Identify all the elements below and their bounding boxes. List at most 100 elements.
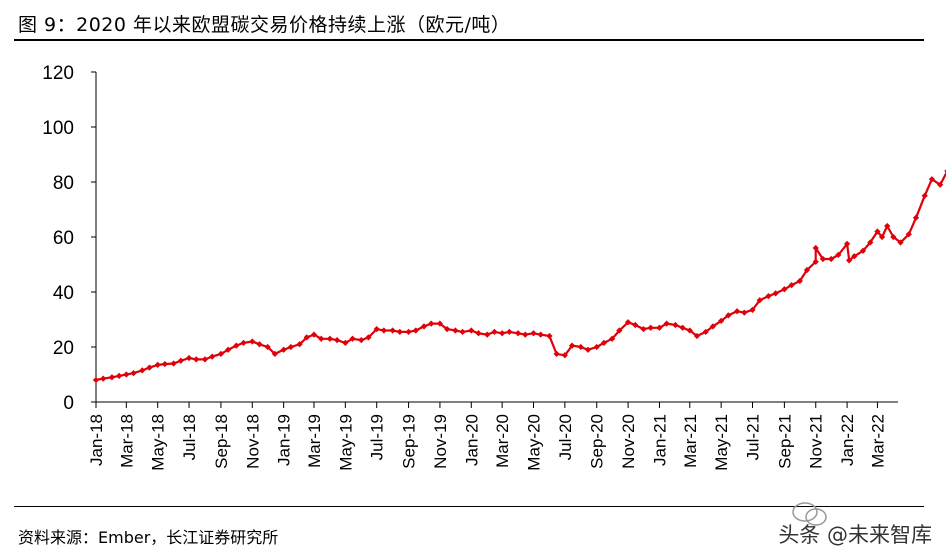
data-point [577, 343, 584, 351]
data-point [647, 324, 654, 331]
data-point [100, 375, 107, 382]
y-tick-label: 20 [53, 338, 74, 359]
data-point [484, 331, 491, 338]
data-point [741, 309, 748, 316]
data-point [428, 320, 435, 327]
top-rule [14, 39, 924, 41]
data-point [177, 357, 184, 364]
data-point [271, 350, 279, 357]
data-point [249, 338, 256, 345]
data-point [537, 331, 544, 338]
data-point [123, 371, 130, 378]
data-point [672, 321, 679, 329]
data-point [389, 327, 396, 334]
data-point [444, 326, 451, 333]
chart-title: 图 9：2020 年以来欧盟碳交易价格持续上涨（欧元/吨） [18, 14, 511, 36]
x-axis: Jan-18 Mar-18 May-18 Jul-18 Sep-18 Nov-18 Jan-… [87, 401, 898, 471]
data-point [154, 361, 161, 368]
data-point [280, 346, 287, 353]
data-point [491, 328, 498, 335]
data-point [459, 328, 466, 335]
data-point [170, 360, 177, 367]
data-point [546, 332, 553, 340]
y-axis: 0 20 40 60 80 100 120 [42, 63, 97, 414]
data-point [240, 339, 247, 346]
data-point [146, 364, 153, 371]
y-tick-label: 60 [53, 228, 74, 249]
x-tick-label: Jan-19 [275, 414, 294, 466]
y-tick-label: 40 [53, 283, 74, 304]
data-point [380, 327, 388, 334]
data-point [287, 343, 294, 351]
x-tick-label: May-21 [712, 414, 731, 471]
x-tick-label: Jul-20 [556, 414, 575, 460]
data-point [233, 342, 240, 349]
data-point [436, 320, 444, 327]
x-tick-label: Nov-20 [619, 414, 638, 469]
x-tick-label: Jul-21 [744, 414, 763, 460]
price-chart: 0 20 40 60 80 100 120 Jan-18 Mar-18 May-18 Jul-18… [42, 63, 946, 471]
x-tick-label: Sep-18 [212, 414, 231, 469]
series-carbon-price [92, 167, 946, 384]
series-line [95, 171, 946, 382]
x-tick-label: Nov-19 [431, 414, 450, 469]
y-tick-label: 120 [42, 63, 74, 84]
data-point [679, 324, 686, 331]
data-point [334, 337, 341, 344]
source-note: 资料来源：Ember，长江证券研究所 [18, 528, 279, 547]
data-point [193, 356, 200, 363]
x-tick-label: May-20 [525, 414, 544, 471]
data-point [420, 323, 428, 330]
y-tick-label: 0 [63, 393, 74, 414]
data-point [851, 253, 858, 260]
x-tick-label: Jul-19 [368, 414, 387, 460]
y-tick-label: 100 [42, 118, 74, 139]
data-point [522, 331, 529, 338]
data-point [365, 334, 372, 341]
watermark: 头条 @未来智库 [778, 523, 932, 547]
data-point [139, 367, 146, 374]
x-tick-label: Jan-18 [87, 414, 106, 466]
data-point [412, 327, 419, 334]
data-point [349, 335, 356, 342]
data-point [209, 353, 216, 360]
x-tick-label: Sep-19 [400, 414, 419, 469]
data-point [396, 328, 403, 335]
data-point [584, 346, 592, 353]
data-point [264, 343, 271, 351]
x-tick-label: Mar-21 [681, 414, 700, 468]
data-point [116, 372, 123, 379]
x-tick-label: Jul-18 [180, 414, 199, 460]
data-point [130, 370, 137, 377]
data-point [514, 330, 522, 337]
data-point [373, 326, 380, 333]
x-tick-label: Jan-22 [838, 414, 857, 466]
x-tick-label: Nov-21 [807, 414, 826, 469]
data-point [553, 350, 560, 357]
data-point [185, 354, 193, 362]
x-tick-label: Jan-21 [650, 414, 669, 466]
data-point [921, 192, 928, 199]
data-point [452, 327, 459, 334]
data-point [108, 374, 116, 381]
data-point [475, 330, 482, 337]
data-point [318, 335, 325, 342]
data-point [296, 341, 303, 348]
data-point [506, 328, 513, 335]
data-point [201, 356, 209, 363]
data-point [92, 376, 100, 384]
x-tick-label: May-19 [336, 414, 355, 471]
data-point [835, 251, 842, 258]
x-tick-label: Mar-19 [305, 414, 324, 468]
x-tick-label: Mar-20 [493, 414, 512, 468]
y-tick-label: 80 [53, 173, 74, 194]
data-point [499, 330, 506, 337]
data-point [161, 360, 169, 368]
bottom-rule [14, 506, 924, 507]
data-point [256, 341, 263, 348]
data-point [310, 331, 318, 338]
x-tick-label: Mar-22 [868, 414, 887, 468]
x-tick-label: Mar-18 [117, 414, 136, 468]
data-point [326, 335, 334, 342]
wechat-logo-icon [792, 502, 827, 526]
